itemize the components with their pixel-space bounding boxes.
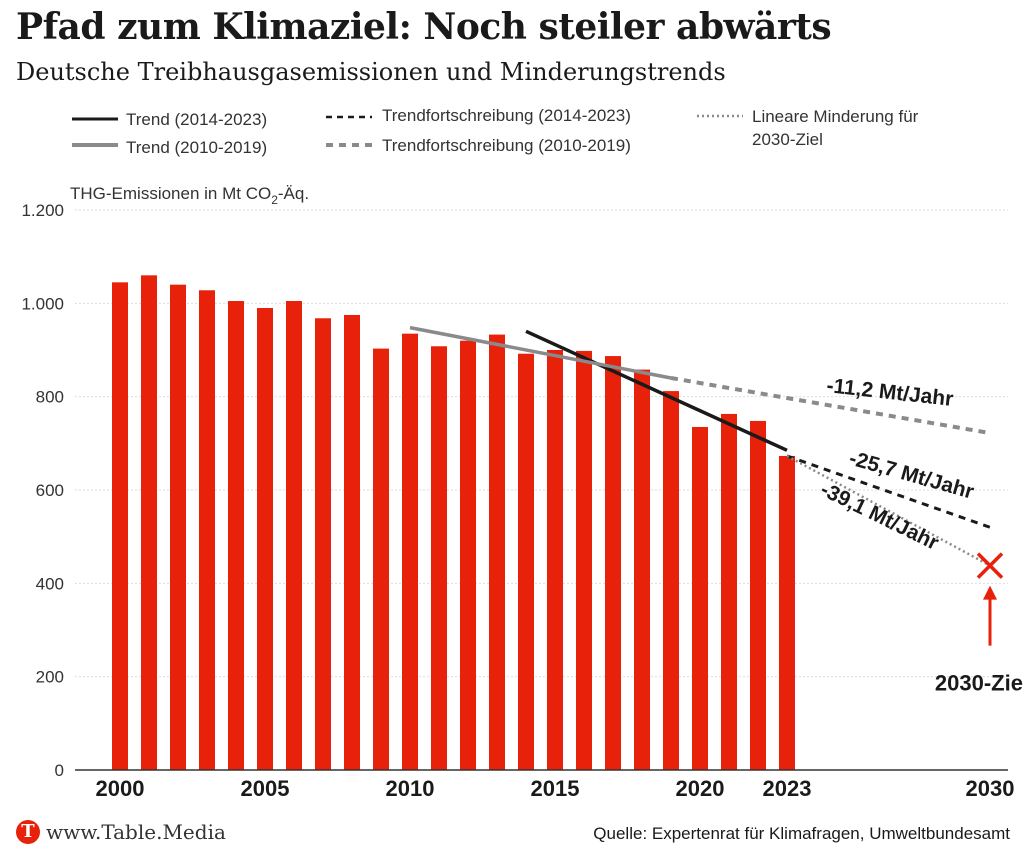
- line-fortschreibung_2010_2019: [670, 376, 991, 436]
- line-fortschreibung_2014_2023: [786, 454, 991, 529]
- bar-2017: [605, 356, 621, 770]
- bar-2000: [112, 282, 128, 770]
- chart-title: Pfad zum Klimaziel: Noch steiler abwärts: [16, 6, 832, 48]
- y-axis-ticks: 0 200 400 600 800 1.000 1.200: [21, 201, 64, 780]
- bar-2016: [576, 350, 592, 770]
- target-arrow-head: [983, 585, 997, 600]
- bar-2015: [547, 350, 563, 770]
- bar-2023: [779, 455, 795, 770]
- x-tick-label-2030: 2030: [966, 776, 1015, 801]
- bar-2007: [315, 318, 331, 770]
- y-tick-label: 1.000: [21, 294, 64, 313]
- x-tick-label-2023: 2023: [763, 776, 812, 801]
- y-axis-title: THG-Emissionen in Mt CO2-Äq.: [70, 184, 309, 207]
- brand-name: www.Table.Media: [46, 820, 226, 844]
- bar-2003: [199, 290, 215, 770]
- x-tick-label-2005: 2005: [241, 776, 290, 801]
- grid-lines: [75, 209, 1008, 678]
- legend-label-trend-2010-2019: Trend (2010-2019): [126, 138, 267, 157]
- y-tick-label: 600: [36, 481, 64, 500]
- x-tick-label-2010: 2010: [386, 776, 435, 801]
- bar-2011: [431, 346, 447, 770]
- bar-2020: [692, 427, 708, 770]
- bar-2008: [344, 315, 360, 770]
- chart-subtitle: Deutsche Treibhausgasemissionen und Mind…: [16, 58, 726, 86]
- source-note: Quelle: Expertenrat für Klimafragen, Umw…: [593, 824, 1010, 843]
- bar-2019: [663, 391, 679, 770]
- rate-label-older-trend: -11,2 Mt/Jahr: [825, 374, 954, 411]
- brand: T www.Table.Media: [16, 820, 226, 844]
- bar-2002: [170, 284, 186, 770]
- legend-label-trend-2014-2023: Trend (2014-2023): [126, 110, 267, 129]
- y-tick-label: 800: [36, 388, 64, 407]
- x-tick-label-2020: 2020: [676, 776, 725, 801]
- bar-2014: [518, 353, 534, 770]
- legend-label-lineare-minderung: Lineare Minderung für: [752, 107, 919, 126]
- line-trend_2010_2019: [409, 325, 672, 380]
- target-2030: 2030-Ziel: [935, 552, 1024, 696]
- line-lineare_minderung: [786, 454, 991, 567]
- legend-label-fortschreibung-2014-2023: Trendfortschreibung (2014-2023): [382, 106, 631, 125]
- brand-logo-icon: T: [16, 820, 40, 844]
- bar-2018: [634, 369, 650, 770]
- bar-2010: [402, 333, 418, 770]
- rate-label-recent-trend: -25,7 Mt/Jahr: [847, 447, 977, 504]
- y-tick-label: 0: [55, 761, 64, 780]
- bar-2005: [257, 308, 273, 770]
- bar-2022: [750, 420, 766, 770]
- target-marker-stroke-b: [976, 552, 1004, 579]
- line-trend_2014_2023: [525, 329, 788, 452]
- bar-2004: [228, 301, 244, 770]
- legend-label-fortschreibung-2010-2019: Trendfortschreibung (2010-2019): [382, 136, 631, 155]
- bar-2012: [460, 340, 476, 770]
- bar-2013: [489, 334, 505, 770]
- bar-2009: [373, 348, 389, 770]
- bars: [112, 275, 795, 770]
- bar-2021: [721, 413, 737, 770]
- y-tick-label: 400: [36, 574, 64, 593]
- bar-2001: [141, 275, 157, 770]
- legend-label-lineare-minderung-line2: 2030-Ziel: [752, 130, 823, 149]
- legend: Trend (2014-2023) Trend (2010-2019) Tren…: [72, 106, 919, 157]
- target-label: 2030-Ziel: [935, 671, 1024, 696]
- x-axis-ticks: 2000 2005 2010 2015 2020 2023 2030: [96, 776, 1015, 801]
- y-tick-label: 200: [36, 668, 64, 687]
- bar-2006: [286, 301, 302, 770]
- y-tick-label: 1.200: [21, 201, 64, 220]
- x-tick-label-2000: 2000: [96, 776, 145, 801]
- x-tick-label-2015: 2015: [531, 776, 580, 801]
- trend-lines: [409, 325, 991, 567]
